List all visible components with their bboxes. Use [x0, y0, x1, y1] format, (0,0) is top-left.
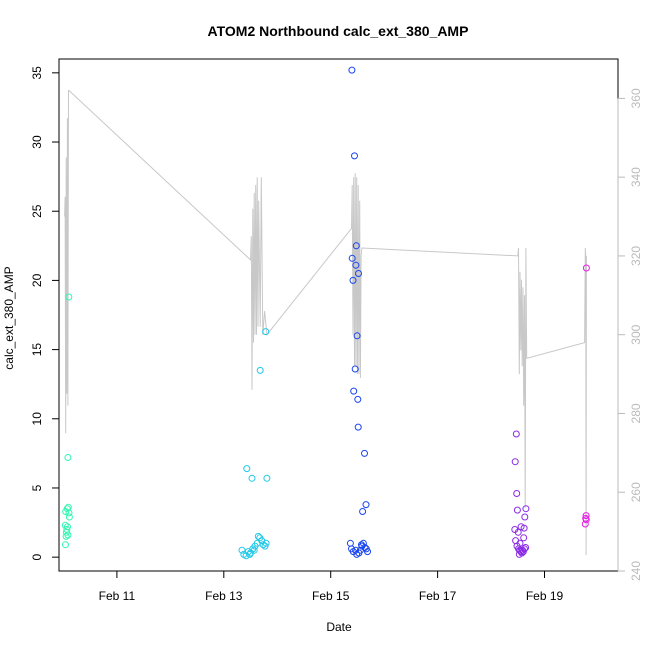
x-axis: Feb 11 Feb 13 Feb 15 Feb 17 Feb 19: [99, 570, 564, 603]
x-axis-label: Date: [326, 620, 352, 634]
data-point-s4: [514, 528, 522, 536]
y2-tick-label: 240: [629, 561, 643, 581]
data-point-s4: [520, 524, 528, 532]
data-point-s3: [352, 261, 360, 269]
data-point-s4: [513, 490, 521, 497]
data-point-s4: [522, 505, 530, 513]
x-tick-label: Feb 11: [99, 589, 136, 603]
secondary-series-line: [64, 90, 587, 556]
data-point-s1: [65, 513, 73, 521]
y-axis-right: 240 260 280 300 320 340 360: [617, 88, 643, 581]
x-tick-label: Feb 17: [419, 589, 457, 603]
data-point-s3: [364, 548, 371, 556]
data-point-s3: [361, 449, 368, 457]
data-point-s3: [359, 508, 367, 515]
data-point-s3: [359, 539, 367, 547]
x-tick-label: Feb 13: [205, 589, 243, 603]
data-point-s4: [521, 545, 528, 553]
data-point-s1: [62, 541, 69, 549]
y-tick-label: 25: [30, 204, 44, 218]
y-axis-left: 0 5 10 15 20 25 30 35: [30, 66, 60, 561]
data-point-s2: [250, 546, 258, 554]
y-axis-label: calc_ext_380_AMP: [2, 266, 16, 369]
data-point-s3: [358, 541, 365, 549]
y-tick-label: 30: [30, 135, 44, 149]
y2-tick-label: 280: [629, 403, 643, 423]
data-point-s3: [351, 365, 359, 373]
data-point-s3: [355, 270, 362, 277]
data-point-s3: [362, 501, 370, 509]
data-point-s2: [254, 532, 262, 540]
data-point-s4: [512, 430, 520, 438]
data-point-s2: [248, 474, 256, 482]
data-point-s2: [256, 366, 264, 374]
y-tick-label: 20: [30, 273, 44, 287]
data-point-s3: [349, 276, 357, 284]
y-tick-label: 5: [30, 484, 44, 491]
secondary-line-layer: [64, 90, 587, 556]
chart-title: ATOM2 Northbound calc_ext_380_AMP: [208, 23, 469, 39]
data-point-s3: [354, 395, 362, 403]
data-point-s2: [243, 465, 251, 473]
y2-tick-label: 340: [629, 167, 643, 187]
y-tick-label: 35: [30, 66, 44, 80]
data-point-s2: [262, 328, 270, 336]
data-point-s1: [65, 509, 73, 517]
data-point-s5: [582, 516, 590, 524]
data-point-s2: [246, 550, 254, 558]
data-point-s3: [350, 387, 358, 395]
data-point-s2: [262, 539, 270, 547]
data-point-s3: [354, 423, 362, 431]
data-point-s3: [351, 152, 358, 160]
data-point-s1: [62, 532, 70, 540]
data-point-s3: [353, 332, 361, 340]
data-point-s2: [238, 546, 246, 554]
data-point-s4: [522, 544, 530, 551]
data-point-s5: [581, 520, 589, 528]
y-tick-label: 0: [30, 554, 44, 561]
y-tick-label: 10: [30, 412, 44, 426]
data-point-s4: [520, 534, 528, 542]
data-point-s2: [263, 474, 271, 482]
data-point-s4: [521, 513, 529, 521]
data-point-s1: [65, 293, 73, 301]
data-point-s1: [63, 526, 71, 533]
data-point-s5: [582, 512, 590, 520]
y2-tick-label: 260: [629, 482, 643, 502]
data-point-s3: [348, 66, 356, 74]
x-tick-label: Feb 19: [526, 589, 564, 603]
x-tick-label: Feb 15: [312, 589, 350, 603]
data-point-s1: [64, 454, 72, 461]
data-point-s3: [352, 242, 360, 250]
data-point-s5: [582, 264, 590, 272]
y2-tick-label: 320: [629, 246, 643, 266]
data-point-s4: [515, 550, 523, 558]
y2-tick-label: 300: [629, 324, 643, 344]
points-layer: [61, 66, 590, 560]
y-tick-label: 15: [30, 343, 44, 357]
data-point-s3: [348, 254, 356, 262]
y2-tick-label: 360: [629, 88, 643, 108]
data-point-s4: [511, 458, 519, 466]
data-point-s4: [513, 506, 521, 514]
data-point-s1: [63, 505, 71, 513]
